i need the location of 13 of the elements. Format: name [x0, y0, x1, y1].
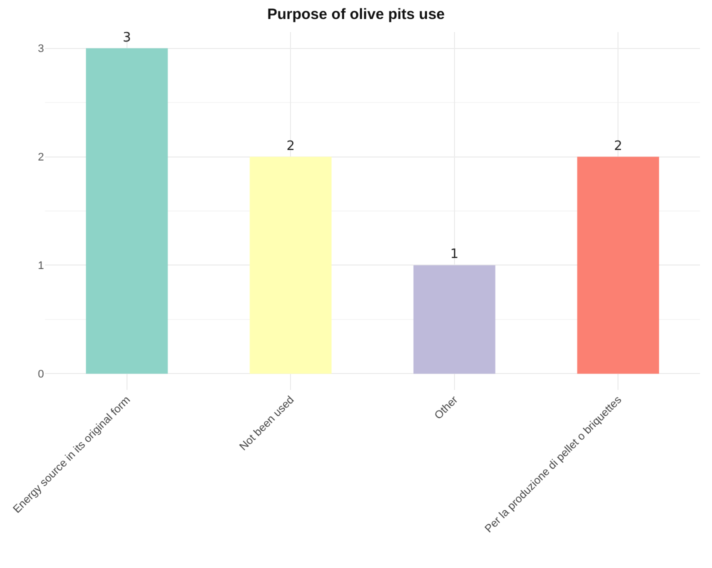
bar: [250, 156, 332, 374]
data-label: 3: [122, 30, 132, 46]
data-label: 2: [286, 138, 295, 154]
bar: [577, 156, 660, 374]
bar: [413, 265, 496, 374]
data-label: 1: [450, 247, 459, 262]
bar: [86, 48, 168, 374]
data-label: 2: [614, 138, 622, 154]
y-tick-label: 3: [38, 43, 44, 56]
y-tick-label: 0: [38, 368, 44, 381]
y-tick-label: 1: [38, 260, 44, 272]
y-tick-label: 2: [38, 152, 44, 164]
chart-title: Purpose of olive pits use: [267, 6, 445, 24]
